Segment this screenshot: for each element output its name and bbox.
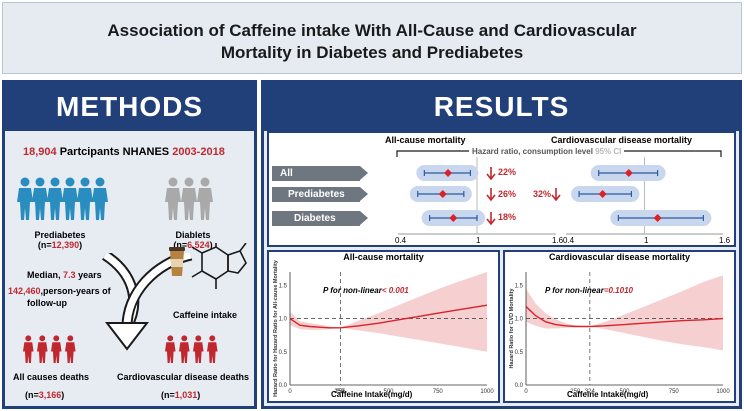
page-title: Association of Caffeine intake With All-…	[3, 20, 741, 64]
axis1-tick-0: 0.4	[395, 236, 407, 245]
all-deaths-label: All causes deaths	[13, 372, 90, 382]
axis1-tick-2: 1.6	[552, 236, 564, 245]
y-tick-1-0: 0.0	[515, 383, 524, 389]
ci-band-1	[526, 275, 723, 351]
allcause-chart: 0 250 500 750 1000 0.0 0.5 1.0 1.5 256 Hazard Rati…	[273, 259, 494, 397]
ref-x-label-1: 324	[585, 389, 596, 395]
forest-subtitle: Hazard ratio, consumption level 95% CI	[469, 147, 625, 156]
axis2-tick-2: 1.6	[719, 236, 731, 245]
caffeine-molecule-icon	[191, 243, 247, 289]
allcause-hr-point-1	[438, 190, 447, 198]
forest-marks	[398, 157, 723, 235]
x-tick-1-4: 1000	[716, 389, 730, 395]
axis2-tick-1: 1	[644, 236, 649, 245]
title-banner: Association of Caffeine intake With All-…	[2, 2, 742, 74]
cvd-hr-point-2	[653, 214, 662, 222]
title-line-2: Mortality in Diabetes and Prediabetes	[220, 43, 524, 62]
reduction-diabetes: 18%	[498, 212, 517, 222]
participants-years: 2003-2018	[172, 146, 225, 158]
cvd-hr-point-0	[624, 169, 633, 177]
y-tick-0-1: 0.5	[279, 350, 288, 356]
median-follow-up: Median, 7.3 years	[27, 270, 102, 280]
diabetes-group: Diablets (n=6,524)	[153, 230, 233, 250]
allcause-hr-point-2	[449, 214, 458, 222]
diabetes-people-icon	[165, 177, 213, 220]
cvd-chart-title: Cardiovascular disease mortality	[548, 252, 691, 262]
allcause-xlabel: Caffeine Intake(mg/d)	[331, 390, 413, 399]
cvd-chart-card: Cardiovascular disease mortality 0 250 500…	[503, 250, 736, 403]
allcause-hr-point-0	[444, 169, 453, 177]
cvd-deaths-label: Cardiovascular disease deaths	[117, 372, 250, 382]
results-header: RESULTS	[264, 83, 739, 131]
x-tick-1-3: 750	[669, 389, 680, 395]
methods-header: METHODS	[5, 83, 254, 131]
x-tick-1-1: 250	[570, 389, 581, 395]
ci-band-0	[290, 272, 487, 352]
cvd-down-arrow-1	[551, 188, 561, 202]
participants-line: 18,904 Partcipants NHANES 2003-2018	[23, 146, 225, 158]
reduction-cvd-prediabetes: 32%	[533, 189, 552, 199]
all-deaths-people-icon	[23, 335, 76, 363]
prediabetes-people-icon	[17, 177, 108, 220]
x-tick-0-4: 1000	[480, 389, 494, 395]
ref-x-label-0: 256	[335, 389, 346, 395]
cvd-xlabel: Caffeine Intake(mg/d)	[567, 390, 649, 399]
axis2-tick-0: 0.4	[563, 236, 575, 245]
y-label-1: Hazard Ratio for CVD Mortality	[509, 288, 515, 369]
forest-plot: All-cause mortality Cardiovascular disea…	[267, 131, 736, 247]
prediabetes-label: Prediabetes	[34, 230, 86, 240]
allcause-chart-card: All-cause mortality 0 250 500 750 1000 0.0 0.5…	[267, 250, 500, 403]
hr-curve-0	[289, 304, 488, 329]
person-years: 142,460,person-years of	[8, 286, 111, 296]
prediabetes-group: Prediabetes (n=12,390)	[15, 230, 105, 250]
cvd-deaths-people-icon	[165, 335, 218, 363]
results-panel: RESULTS All-cause mortality Cardiovascul…	[261, 80, 742, 409]
reduction-prediabetes: 26%	[498, 189, 517, 199]
forest-col1-title: All-cause mortality	[385, 135, 466, 145]
title-line-1: Association of Caffeine intake With All-…	[107, 21, 637, 40]
participants-count: 18,904	[23, 146, 57, 158]
y-tick-1-3: 1.5	[515, 283, 524, 289]
cvd-deaths-count: (n=1,031)	[161, 390, 201, 400]
diabetes-label: Diablets	[175, 230, 211, 240]
y-label-0: Hazard Ratio for Hazard Ratio for All-ca…	[273, 259, 279, 397]
row-label-prediabetes: Prediabetes	[272, 187, 368, 202]
reduction-all: 22%	[498, 167, 517, 177]
all-deaths-count: (n=3,166)	[25, 390, 65, 400]
x-tick-1-2: 500	[619, 389, 630, 395]
x-tick-0-2: 500	[383, 389, 394, 395]
y-tick-0-3: 1.5	[279, 283, 288, 289]
row-label-diabetes: Diabetes	[272, 211, 368, 226]
x-tick-1-0: 0	[524, 389, 528, 395]
cvd-chart: 0 250 500 750 1000 0.0 0.5 1.0 1.5 324 Hazard Rati…	[509, 272, 730, 395]
y-tick-0-0: 0.0	[279, 383, 288, 389]
diabetes-count: (n=6,524)	[173, 240, 213, 250]
follow-up-text: follow-up	[27, 298, 67, 308]
allcause-down-arrow-2	[486, 212, 496, 226]
coffee-cup-icon	[169, 247, 185, 276]
allcause-pvalue: P for non-linear< 0.001	[323, 286, 409, 295]
caffeine-intake-label: Caffeine intake	[173, 310, 238, 320]
allcause-chart-title: All-cause mortality	[343, 252, 424, 262]
y-tick-1-1: 0.5	[515, 350, 524, 356]
participants-text: Partcipants NHANES	[59, 146, 170, 158]
x-tick-0-0: 0	[288, 389, 292, 395]
x-tick-0-3: 750	[433, 389, 444, 395]
allcause-down-arrow-0	[486, 167, 496, 181]
cvd-hr-point-1	[598, 190, 607, 198]
prediabetes-count: (n=12,390)	[37, 240, 83, 250]
allcause-down-arrow-1	[486, 188, 496, 202]
hr-curve-1	[525, 306, 724, 328]
forest-col2-title: Cardiovascular disease mortality	[551, 135, 693, 145]
methods-panel: METHODS 18,904 Partcipants NHANES 2003-2…	[2, 80, 257, 409]
y-tick-0-2: 1.0	[279, 317, 288, 323]
x-tick-0-1: 250	[334, 389, 345, 395]
axis1-tick-1: 1	[476, 236, 481, 245]
y-tick-1-2: 1.0	[515, 317, 524, 323]
cvd-pvalue: P for non-linear=0.1010	[545, 286, 633, 295]
